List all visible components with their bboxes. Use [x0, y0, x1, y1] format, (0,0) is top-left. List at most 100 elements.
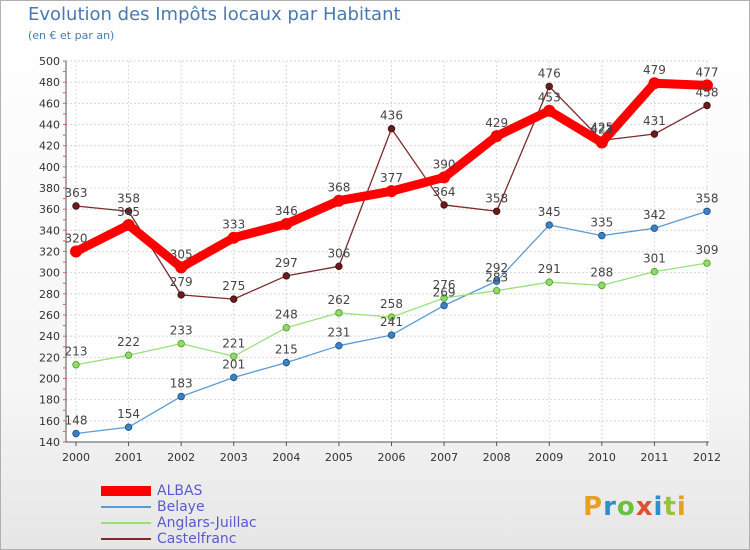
data-point [72, 361, 80, 369]
x-tick-label: 2008 [483, 451, 511, 464]
data-label: 262 [327, 293, 350, 307]
data-point [230, 352, 238, 360]
y-tick-label: 240 [39, 330, 60, 343]
data-label: 154 [117, 407, 140, 421]
data-point [124, 423, 133, 431]
data-point [545, 82, 553, 91]
logo-letter: i [653, 492, 664, 522]
data-point [335, 262, 343, 271]
data-point [122, 219, 135, 232]
data-point [230, 295, 238, 303]
data-point [650, 224, 659, 232]
data-label: 423 [590, 122, 613, 136]
data-point [177, 339, 185, 348]
legend-swatch [101, 522, 151, 524]
data-point [175, 261, 188, 274]
data-point [490, 130, 503, 143]
legend-label: Castelfranc [157, 531, 237, 547]
legend-label: Belaye [157, 499, 205, 515]
data-point [332, 194, 345, 207]
data-point [438, 171, 451, 184]
x-tick-label: 2005 [325, 451, 353, 464]
x-tick-label: 2001 [115, 451, 143, 464]
data-point [177, 392, 185, 401]
data-point [177, 291, 185, 299]
data-point [387, 313, 396, 321]
data-label: 275 [222, 279, 245, 293]
data-point [703, 259, 711, 267]
legend-label: ALBAS [157, 483, 203, 499]
data-label: 358 [485, 191, 508, 205]
data-point [280, 217, 293, 230]
logo-letter: i [676, 492, 687, 522]
data-label: 479 [643, 63, 666, 77]
data-point [70, 245, 82, 258]
data-point [595, 136, 608, 149]
data-point [703, 207, 711, 215]
series-layer [70, 77, 713, 438]
y-tick-label: 140 [39, 436, 60, 449]
y-tick-label: 420 [39, 140, 60, 153]
y-tick-label: 260 [39, 309, 60, 322]
data-point [335, 309, 343, 317]
data-point [703, 101, 711, 110]
data-label: 346 [275, 204, 298, 218]
data-label: 364 [433, 185, 456, 199]
data-label: 215 [275, 343, 298, 357]
x-tick-label: 2000 [62, 451, 90, 464]
y-tick-label: 200 [39, 373, 60, 386]
y-tick-label: 460 [39, 97, 60, 110]
data-label: 305 [170, 247, 193, 261]
data-label: 345 [117, 205, 140, 219]
data-point [387, 125, 396, 133]
data-point [387, 331, 396, 339]
data-label: 333 [222, 218, 245, 232]
data-point [545, 278, 553, 286]
data-label: 248 [275, 308, 298, 322]
data-point [598, 281, 606, 290]
data-point [543, 104, 556, 117]
data-label: 320 [65, 232, 88, 246]
data-point [598, 231, 606, 240]
data-point [282, 324, 291, 332]
data-label: 436 [380, 109, 403, 123]
proxiti-logo: Proxiti [583, 492, 687, 522]
logo-letter: P [583, 492, 604, 522]
data-label: 258 [380, 297, 403, 311]
chart-subtitle: (en € et par an) [28, 29, 115, 42]
y-tick-label: 480 [39, 76, 60, 89]
data-label: 358 [117, 191, 140, 205]
x-tick-label: 2009 [535, 451, 563, 464]
data-point [545, 221, 553, 229]
logo-letter: r [603, 492, 617, 522]
data-label: 309 [696, 243, 719, 257]
data-label: 276 [433, 278, 456, 292]
axes: 140 160 180 200 220 240 260 280 300 320 340 360 380 4… [39, 55, 721, 464]
page-title: Evolution des Impôts locaux par Habitant [28, 4, 401, 25]
data-point [385, 185, 398, 198]
data-point [124, 207, 133, 215]
data-label: 301 [643, 252, 666, 266]
data-label: 213 [65, 345, 88, 359]
data-point [492, 207, 501, 215]
data-point [72, 202, 80, 210]
logo-letter: x [635, 492, 654, 522]
data-point [440, 201, 448, 209]
y-tick-label: 280 [39, 288, 60, 301]
data-point [648, 77, 661, 90]
y-tick-label: 340 [39, 224, 60, 237]
data-point [440, 301, 448, 310]
data-label: 148 [65, 414, 88, 428]
data-point [282, 272, 291, 280]
data-label: 269 [433, 285, 456, 299]
data-label: 431 [643, 114, 666, 128]
y-tick-label: 380 [39, 182, 60, 195]
data-point [282, 358, 291, 367]
data-label: 292 [485, 261, 508, 275]
data-point [335, 341, 343, 350]
data-label: 458 [696, 85, 719, 99]
legend-swatch [101, 506, 151, 508]
x-tick-label: 2012 [693, 451, 721, 464]
